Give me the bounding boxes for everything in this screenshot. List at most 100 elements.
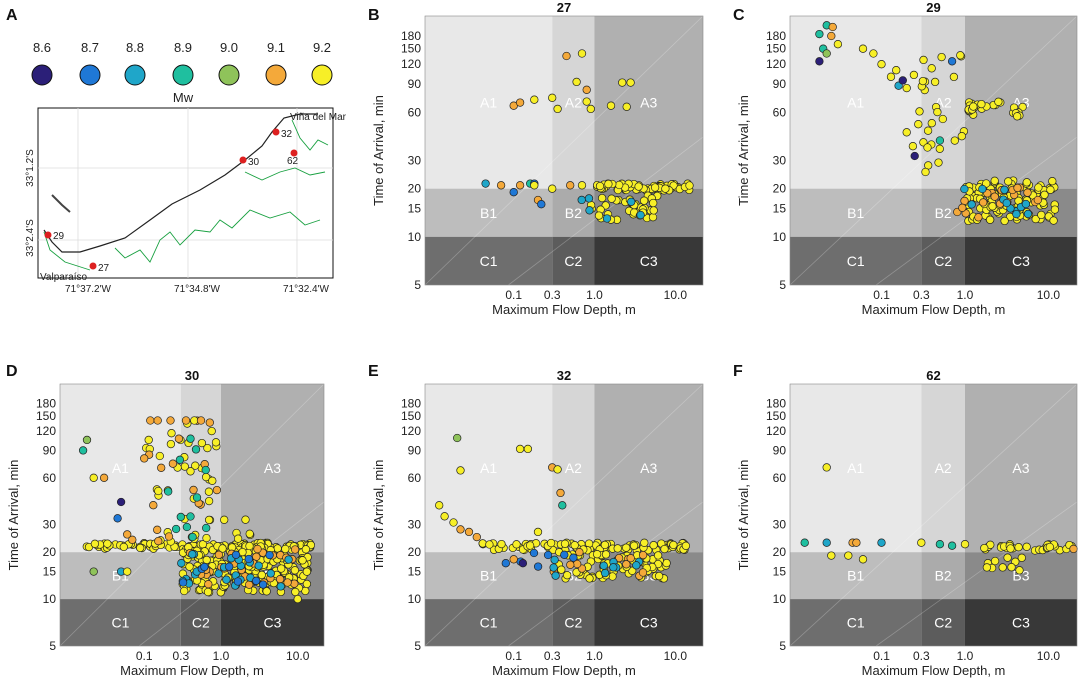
data-points (78, 416, 316, 604)
data-point (501, 559, 510, 568)
y-tick-label: 150 (36, 409, 56, 423)
data-point (649, 198, 658, 208)
x-tick-label: 0.3 (172, 649, 189, 663)
data-point (553, 465, 562, 474)
zone-label: A1 (480, 460, 497, 476)
zone-a1 (790, 384, 922, 553)
place-label: Valparaíso (40, 272, 88, 283)
data-point (604, 179, 613, 189)
data-point (1017, 553, 1026, 562)
data-point (128, 535, 137, 544)
data-points (800, 463, 1078, 575)
data-point (917, 538, 926, 547)
inundation-contour (43, 119, 329, 271)
data-point (277, 564, 286, 573)
diagonal-line (424, 15, 704, 286)
zone-c2 (180, 599, 221, 646)
data-point (930, 77, 940, 87)
data-point (982, 563, 992, 572)
data-point (649, 541, 658, 550)
y-tick-label: 120 (766, 424, 786, 438)
zone-b1 (790, 188, 922, 237)
data-point (302, 579, 312, 589)
data-point (203, 443, 212, 453)
data-point (980, 543, 989, 553)
zone-c1 (425, 236, 553, 285)
data-point (180, 586, 189, 596)
legend-label: 8.9 (174, 40, 192, 55)
data-point (1048, 177, 1057, 186)
data-point (869, 49, 878, 58)
y-tick-label: 10 (43, 592, 57, 606)
zone-a1 (790, 16, 922, 189)
zone-label: C1 (480, 615, 498, 631)
zone-c3 (964, 236, 1077, 285)
data-point (566, 181, 575, 190)
legend-title: Mw (173, 90, 194, 105)
data-point (910, 151, 919, 161)
y-tick-label: 20 (773, 545, 787, 559)
data-point (852, 538, 861, 547)
data-point (892, 66, 901, 75)
y-tick-label: 5 (414, 278, 421, 292)
data-point (960, 540, 970, 549)
legend-label: 8.7 (81, 40, 99, 55)
data-point (214, 550, 224, 559)
diagonal-line (875, 501, 1078, 647)
chart-title: 30 (185, 368, 199, 383)
x-tick-label: 1.0 (957, 288, 974, 302)
zone-c1 (790, 236, 922, 285)
y-tick-label: 150 (766, 42, 786, 56)
panel-a: A 8.6 8.7 8.8 8.9 9.0 9. (6, 7, 347, 295)
data-point (606, 101, 616, 110)
data-point (204, 487, 214, 496)
y-tick-label: 120 (36, 424, 56, 438)
data-point (168, 459, 178, 468)
data-point (978, 184, 987, 194)
data-point (200, 562, 209, 572)
y-axis-label: Time of Arrival, min (736, 95, 751, 206)
data-point (119, 542, 128, 552)
data-point (496, 181, 506, 190)
legend-label: 8.6 (33, 40, 51, 55)
data-point (245, 541, 254, 551)
data-point (886, 72, 896, 81)
data-point (613, 544, 622, 553)
data-point (570, 541, 579, 550)
data-point (927, 119, 936, 128)
data-point (546, 538, 556, 548)
station-label: 32 (281, 129, 293, 140)
data-point (669, 540, 678, 550)
x-tick-label: 1.0 (586, 649, 603, 663)
data-point (211, 438, 221, 447)
plot-frame (789, 383, 1078, 647)
legend-item: 9.1 (265, 40, 287, 86)
data-point (994, 97, 1003, 106)
data-point (628, 566, 637, 575)
data-point (626, 554, 635, 563)
data-point (464, 527, 474, 537)
data-point (113, 514, 122, 523)
data-point (1050, 205, 1060, 214)
data-point (562, 51, 571, 61)
data-point (509, 188, 518, 197)
data-point (640, 538, 649, 547)
zone-a3 (220, 384, 324, 553)
data-point (1002, 198, 1011, 208)
data-point (1000, 185, 1009, 194)
zone-c3 (964, 599, 1077, 646)
zone-label: B2 (565, 205, 582, 221)
panel-label: F (733, 363, 743, 380)
data-point (1003, 553, 1012, 562)
zone-label: C1 (480, 253, 498, 269)
y-tick-label: 5 (49, 639, 56, 653)
data-point (629, 541, 639, 550)
data-point (1015, 566, 1024, 575)
zone-a2 (921, 384, 965, 553)
chart-title: 29 (926, 0, 940, 15)
data-point (166, 439, 176, 449)
data-point (205, 418, 214, 427)
data-point (575, 548, 584, 557)
data-point (828, 22, 837, 32)
data-point (618, 78, 627, 87)
